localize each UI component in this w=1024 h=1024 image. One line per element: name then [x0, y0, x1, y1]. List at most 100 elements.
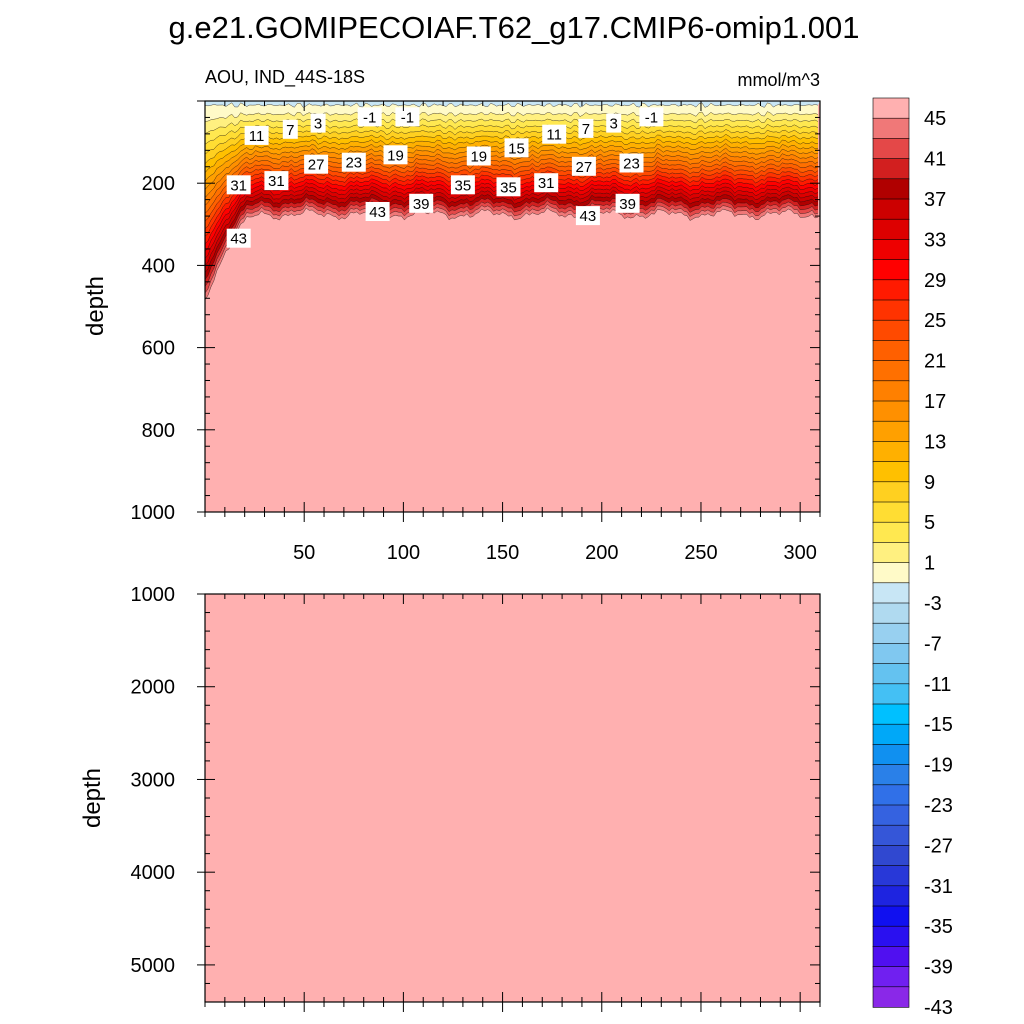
colorbar-swatch — [872, 218, 910, 241]
colorbar-swatch — [872, 865, 910, 887]
colorbar-label: -27 — [924, 835, 953, 857]
contour-label-text: 15 — [508, 140, 525, 157]
colorbar-swatch — [872, 279, 910, 301]
colorbar-swatch — [872, 178, 910, 200]
colorbar-swatch — [872, 602, 910, 624]
colorbar-swatch — [872, 703, 910, 725]
x-tick-label: 250 — [684, 542, 717, 564]
contour-band — [205, 101, 820, 108]
contour-label: 23 — [341, 152, 366, 172]
colorbar-swatch — [872, 117, 910, 140]
contour-label-box — [282, 119, 298, 139]
colorbar-swatch — [872, 663, 910, 685]
colorbar-swatch — [872, 784, 910, 806]
units-label: mmol/m^3 — [738, 70, 820, 90]
colorbar-label: 5 — [924, 512, 935, 534]
contour-label-box — [226, 175, 251, 195]
contour-label-text: 23 — [623, 156, 640, 173]
colorbar-label: 17 — [924, 391, 946, 413]
x-tick-label: 200 — [585, 542, 618, 564]
contour-label-text: 27 — [576, 159, 593, 176]
contour-label-box — [365, 202, 390, 221]
colorbar-swatch — [872, 622, 910, 645]
contour-label: -1 — [639, 107, 664, 127]
contour-label-text: 19 — [387, 147, 404, 164]
colorbar-swatch — [872, 198, 910, 220]
upper-x-axis: 50 100 150 200 250 300 — [204, 101, 821, 564]
colorbar-label: 33 — [924, 229, 946, 251]
colorbar-label: -23 — [924, 795, 953, 817]
colorbar-label: -7 — [924, 633, 942, 655]
contour-label: 43 — [226, 228, 251, 248]
colorbar-label: -35 — [924, 916, 953, 938]
contour-label: 43 — [575, 206, 600, 226]
colorbar-label: -11 — [924, 674, 951, 696]
contour-label: 3 — [606, 113, 622, 133]
contour-line — [204, 117, 819, 134]
contour-label-box — [615, 193, 640, 213]
contour-label-box — [496, 177, 521, 197]
contour-label-text: 7 — [286, 122, 294, 139]
lower-y-axis: 1000 2000 3000 4000 5000 — [131, 584, 820, 1003]
contour-label-text: 31 — [230, 177, 247, 194]
colorbar-label: -31 — [924, 876, 953, 898]
contour-label-box — [409, 193, 434, 213]
colorbar-swatch — [872, 158, 910, 180]
contour-line — [204, 111, 819, 122]
colorbar-swatch — [872, 582, 910, 604]
contour-label: 11 — [542, 124, 567, 144]
contour-line — [204, 196, 819, 280]
colorbar-swatch — [872, 925, 910, 948]
contour-label-box — [571, 156, 596, 176]
colorbar-label: -3 — [924, 593, 942, 615]
contour-label: 7 — [282, 119, 298, 139]
colorbar-swatch — [872, 420, 910, 443]
colorbar-swatch — [872, 441, 910, 463]
upper-panel-frame — [204, 100, 821, 513]
contour-label: 39 — [615, 193, 640, 213]
contour-label: 31 — [226, 175, 251, 195]
contour-label-box — [450, 175, 475, 195]
colorbar-swatch — [872, 804, 910, 826]
colorbar-labels: 45 41 37 33 29 25 21 17 13 9 5 1 -3 -7 -11 -15 -19 -23 -27… — [924, 108, 953, 1019]
contour-line — [204, 203, 819, 294]
x-tick-label: 100 — [387, 542, 420, 564]
colorbar-swatch — [872, 501, 910, 523]
contour-label: 19 — [466, 146, 491, 166]
contour-label: 3 — [310, 113, 326, 133]
contour-label-text: 27 — [308, 157, 325, 174]
contour-label-box — [304, 154, 329, 174]
x-tick-label: 300 — [784, 542, 817, 564]
colorbar-swatch — [872, 683, 910, 705]
colorbar-swatch — [872, 97, 910, 119]
contour-label-text: 35 — [500, 179, 517, 196]
contour-label-box — [341, 152, 366, 172]
colorbar-swatch — [872, 905, 910, 927]
colorbar-label: 21 — [924, 351, 946, 373]
contour-label: 31 — [534, 173, 559, 193]
contour-label-text: 3 — [314, 116, 322, 133]
contour-label-box — [639, 107, 664, 127]
contour-band — [205, 124, 819, 155]
lower-panel: 1000 2000 3000 4000 5000 depth — [79, 584, 821, 1012]
colorbar-swatch — [872, 380, 910, 402]
contour-label: 19 — [383, 145, 408, 165]
y-tick-label: 4000 — [131, 862, 176, 884]
contour-label-box — [395, 107, 420, 127]
contour-line — [204, 207, 819, 300]
contour-label-text: 43 — [230, 231, 247, 248]
contour-label: 35 — [450, 175, 475, 195]
contour-label-text: -1 — [401, 109, 414, 126]
colorbar-label: 1 — [924, 553, 935, 575]
x-tick-label: 150 — [486, 542, 519, 564]
upper-y-axis: 200 400 600 800 1000 — [131, 100, 820, 524]
colorbar-swatch — [872, 521, 910, 544]
y-tick-label: 3000 — [131, 770, 176, 792]
colorbar-label: 41 — [924, 149, 946, 171]
contour-label-box — [578, 118, 594, 138]
lower-panel-background — [205, 594, 820, 1002]
colorbar-swatch — [872, 259, 910, 281]
contour-label-text: 39 — [619, 196, 636, 213]
contour-label-text: 43 — [580, 208, 597, 225]
